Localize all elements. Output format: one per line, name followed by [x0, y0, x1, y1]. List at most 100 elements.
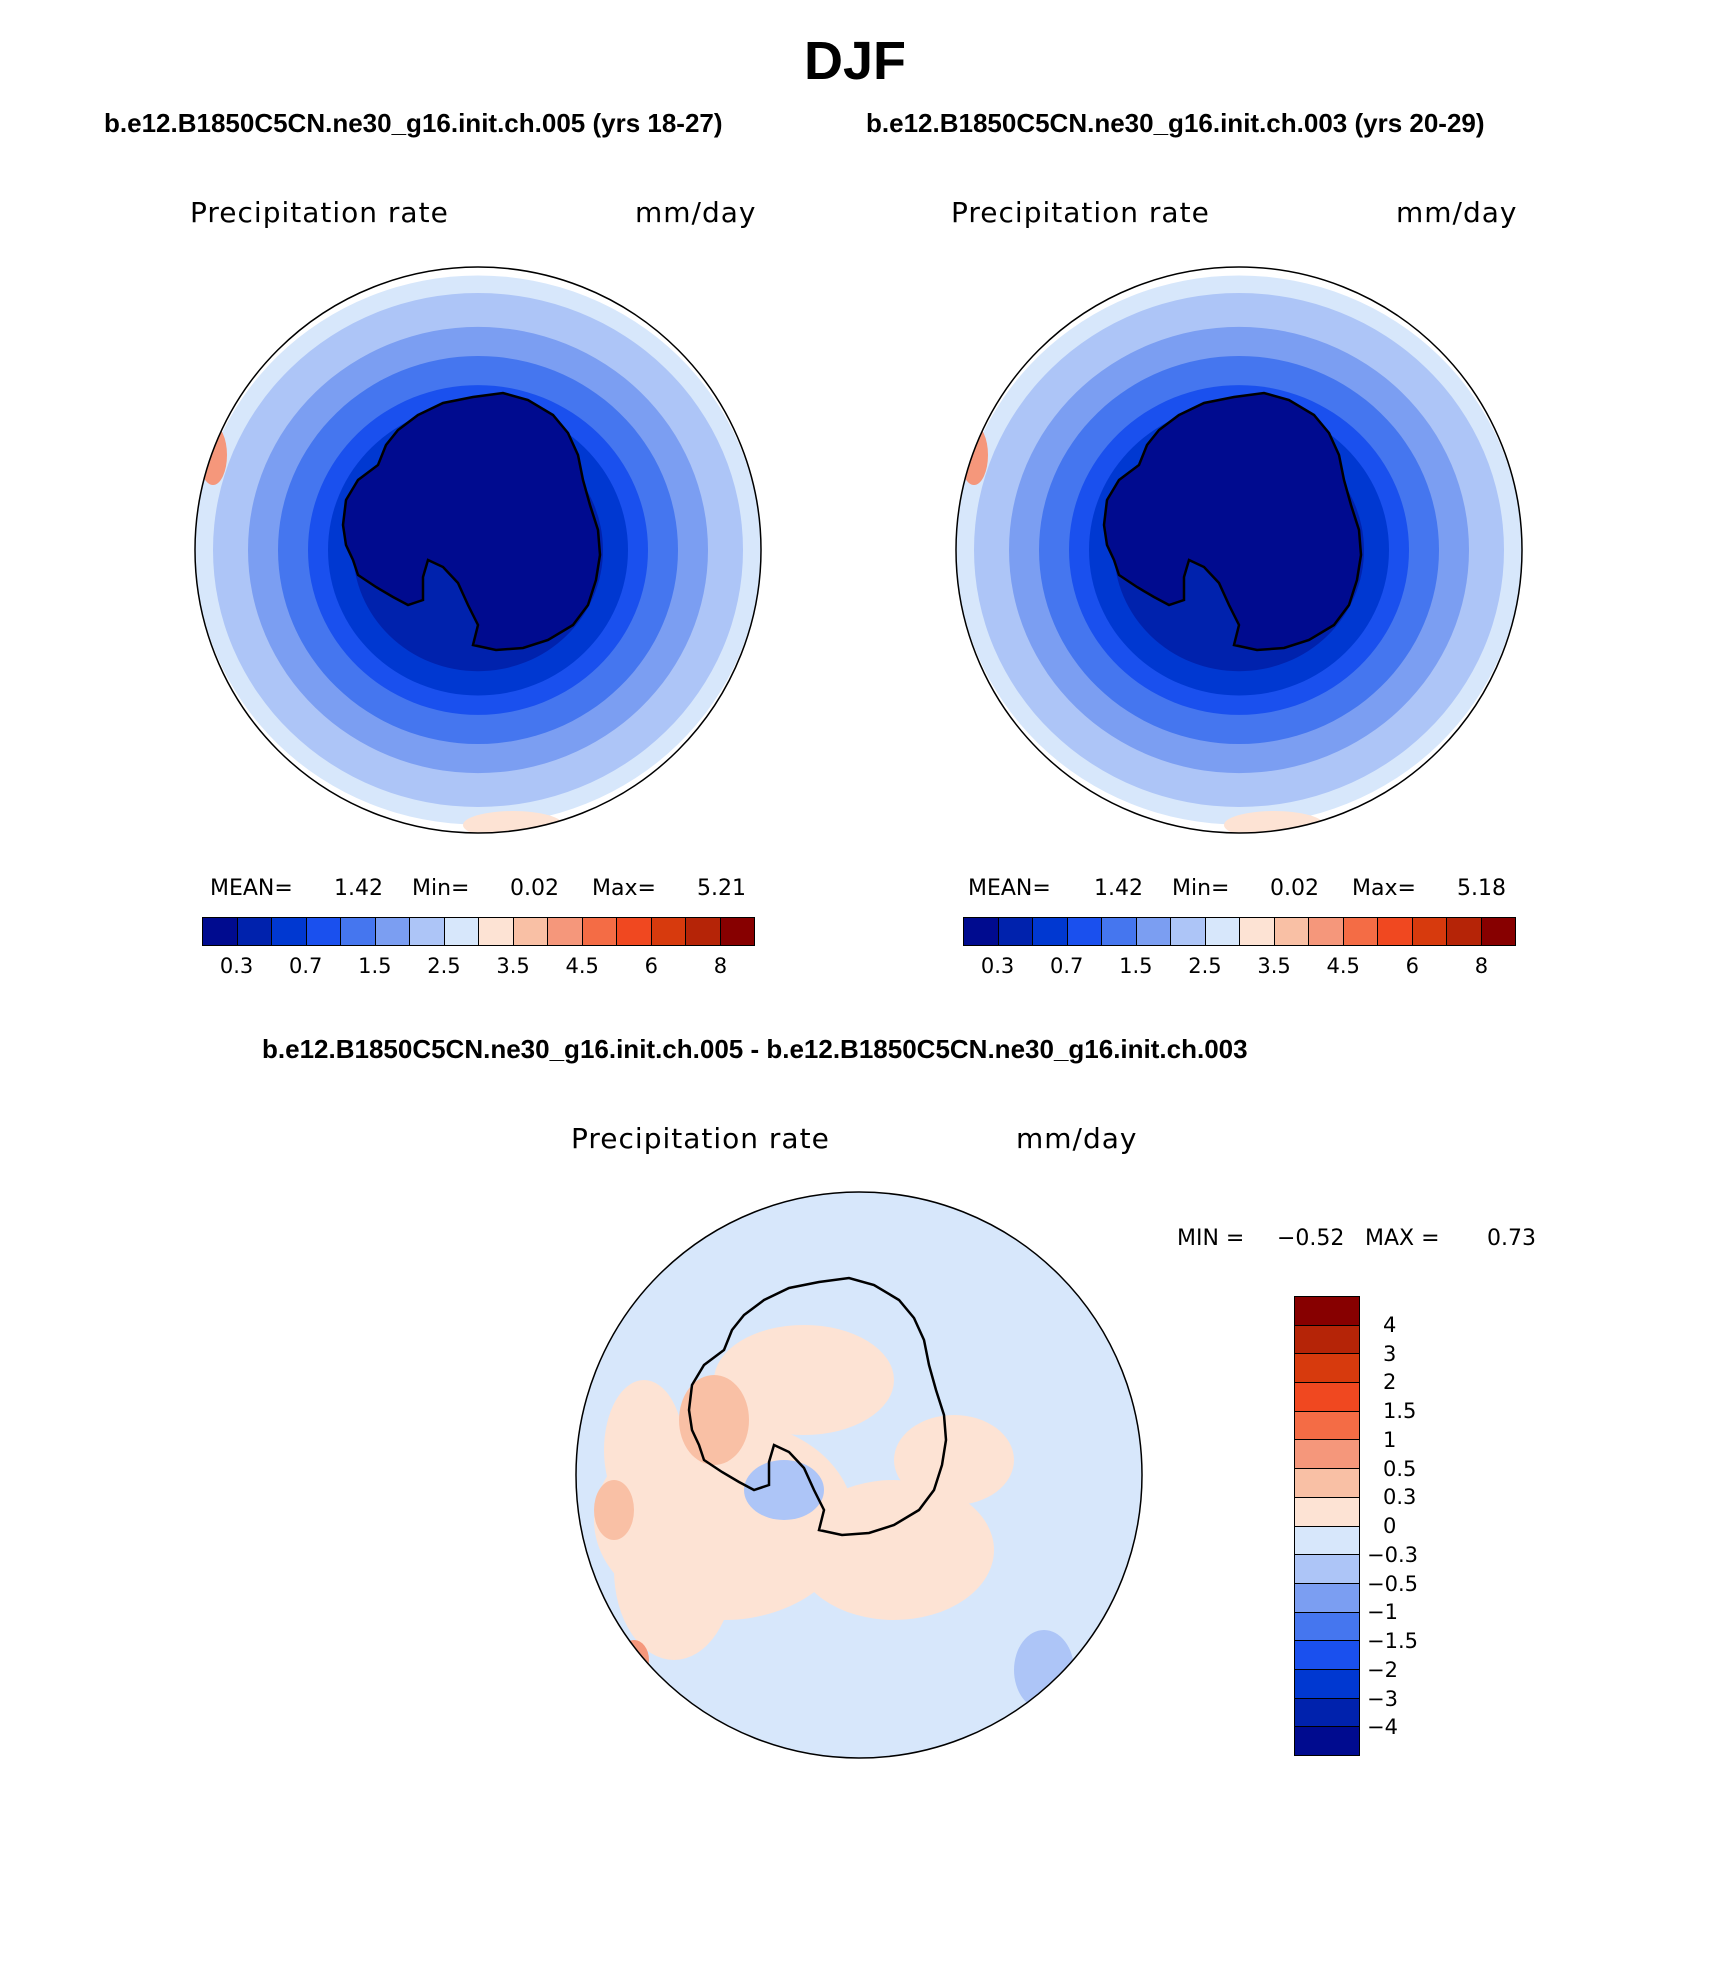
panel1-max-value: 5.21: [697, 876, 746, 901]
coastline: [1102, 391, 1363, 652]
panel2-colorbar-ticks: 0.3 0.7 1.5 2.5 3.5 4.5 6 8: [963, 954, 1516, 984]
colorbar-tick-label: 1: [1383, 1427, 1397, 1452]
colorbar-tick-label: 2: [1383, 1370, 1397, 1395]
colorbar-box: [513, 918, 548, 945]
panel1-mean-label: MEAN=: [210, 876, 293, 901]
colorbar-tick-label: −1: [1367, 1600, 1398, 1625]
panel1-colorbar-ticks: 0.3 0.7 1.5 2.5 3.5 4.5 6 8: [202, 954, 755, 984]
contour-fill: [195, 275, 761, 833]
diff-max-value: 0.73: [1487, 1226, 1536, 1251]
panel2-mean-value: 1.42: [1094, 876, 1143, 901]
map-boundary: [194, 266, 762, 834]
colorbar-box: [1171, 918, 1206, 945]
colorbar-box: [341, 918, 376, 945]
colorbar-box: [203, 918, 238, 945]
colorbar-tick-label: −4: [1367, 1715, 1398, 1740]
contour-fill: [956, 275, 1522, 833]
colorbar-box: [998, 918, 1033, 945]
panel1-min-value: 0.02: [510, 876, 559, 901]
panel2-colorbar: [963, 917, 1516, 946]
panel2-units-label: mm/day: [1396, 196, 1518, 229]
colorbar-box: [1274, 918, 1309, 945]
colorbar-tick-label: −0.5: [1367, 1571, 1418, 1596]
colorbar-tick-label: 0.5: [1383, 1456, 1417, 1481]
colorbar-tick-label: 2.5: [427, 954, 461, 978]
colorbar-box: [306, 918, 341, 945]
colorbar-tick-label: 6: [1405, 954, 1419, 978]
colorbar-box: [444, 918, 479, 945]
diff-colorbar-ticks: 4 3 2 1.5 1 0.5 0.3 0 −0.3 −0.5 −1 −1.5 −2 −3 −4: [1367, 1296, 1487, 1756]
colorbar-tick-label: 0.3: [980, 954, 1015, 978]
panel2-mean-label: MEAN=: [968, 876, 1051, 901]
colorbar-box: [1481, 918, 1515, 945]
colorbar-tick-label: 3: [1383, 1341, 1397, 1366]
colorbar-tick-label: 6: [644, 954, 658, 978]
colorbar-tick-label: 1.5: [1119, 954, 1153, 978]
colorbar-box: [1295, 1727, 1359, 1755]
panel1-colorbar: [202, 917, 755, 946]
diff-variable-label: Precipitation rate: [571, 1122, 830, 1155]
colorbar-box: [1295, 1669, 1359, 1699]
colorbar-box: [1295, 1612, 1359, 1642]
colorbar-box: [1102, 918, 1137, 945]
panel2-max-label: Max=: [1352, 876, 1416, 901]
colorbar-box: [1295, 1555, 1359, 1584]
colorbar-box: [1447, 918, 1482, 945]
colorbar-box: [1412, 918, 1447, 945]
diff-min-value: −0.52: [1277, 1226, 1345, 1251]
panel2-min-value: 0.02: [1270, 876, 1319, 901]
colorbar-box: [1295, 1411, 1359, 1441]
coastline: [341, 391, 602, 652]
colorbar-box: [686, 918, 721, 945]
colorbar-tick-label: 3.5: [1257, 954, 1291, 978]
panel1-mean-value: 1.42: [334, 876, 383, 901]
colorbar-box: [1295, 1497, 1359, 1527]
colorbar-box: [1343, 918, 1378, 945]
colorbar-tick-label: 4: [1383, 1312, 1397, 1337]
colorbar-box: [272, 918, 307, 945]
colorbar-box: [1295, 1440, 1359, 1470]
colorbar-box: [651, 918, 686, 945]
diff-map: [575, 1191, 1143, 1759]
panel1-variable-label: Precipitation rate: [190, 196, 449, 229]
colorbar-tick-label: −1.5: [1367, 1629, 1418, 1653]
colorbar-tick-label: 3.5: [496, 954, 530, 978]
colorbar-tick-label: 0: [1383, 1514, 1397, 1538]
panel1-units-label: mm/day: [635, 196, 757, 229]
colorbar-tick-label: 8: [713, 954, 728, 978]
panel2-map: [955, 266, 1523, 834]
colorbar-tick-label: 0.3: [219, 954, 254, 978]
colorbar-tick-label: −3: [1367, 1686, 1398, 1711]
diff-min-label: MIN =: [1177, 1226, 1245, 1251]
colorbar-tick-label: 0.7: [1049, 954, 1084, 978]
colorbar-tick-label: 4.5: [1326, 954, 1360, 978]
colorbar-box: [237, 918, 272, 945]
colorbar-box: [1309, 918, 1344, 945]
colorbar-box: [720, 918, 754, 945]
colorbar-box: [1295, 1526, 1359, 1556]
colorbar-box: [1295, 1583, 1359, 1613]
map-boundary: [955, 266, 1523, 834]
colorbar-tick-label: 2.5: [1188, 954, 1222, 978]
colorbar-tick-label: 8: [1474, 954, 1489, 978]
map-boundary: [575, 1191, 1143, 1759]
colorbar-tick-label: 1.5: [358, 954, 392, 978]
colorbar-box: [1295, 1698, 1359, 1728]
colorbar-box: [1295, 1469, 1359, 1498]
colorbar-box: [1240, 918, 1275, 945]
panel1-min-label: Min=: [412, 876, 470, 901]
colorbar-box: [1033, 918, 1068, 945]
colorbar-tick-label: 1.5: [1383, 1399, 1417, 1423]
colorbar-tick-label: −0.3: [1367, 1542, 1418, 1567]
colorbar-box: [582, 918, 617, 945]
diff-title: b.e12.B1850C5CN.ne30_g16.init.ch.005 - b…: [262, 1034, 1248, 1064]
colorbar-box: [1136, 918, 1171, 945]
colorbar-box: [375, 918, 410, 945]
panel2-max-value: 5.18: [1457, 876, 1506, 901]
figure-title: DJF: [803, 31, 906, 91]
colorbar-box: [1295, 1325, 1359, 1355]
panel2-variable-label: Precipitation rate: [951, 196, 1210, 229]
case-b-title: b.e12.B1850C5CN.ne30_g16.init.ch.003 (yr…: [866, 108, 1485, 138]
diff-colorbar: [1294, 1296, 1360, 1756]
panel1-max-label: Max=: [592, 876, 656, 901]
